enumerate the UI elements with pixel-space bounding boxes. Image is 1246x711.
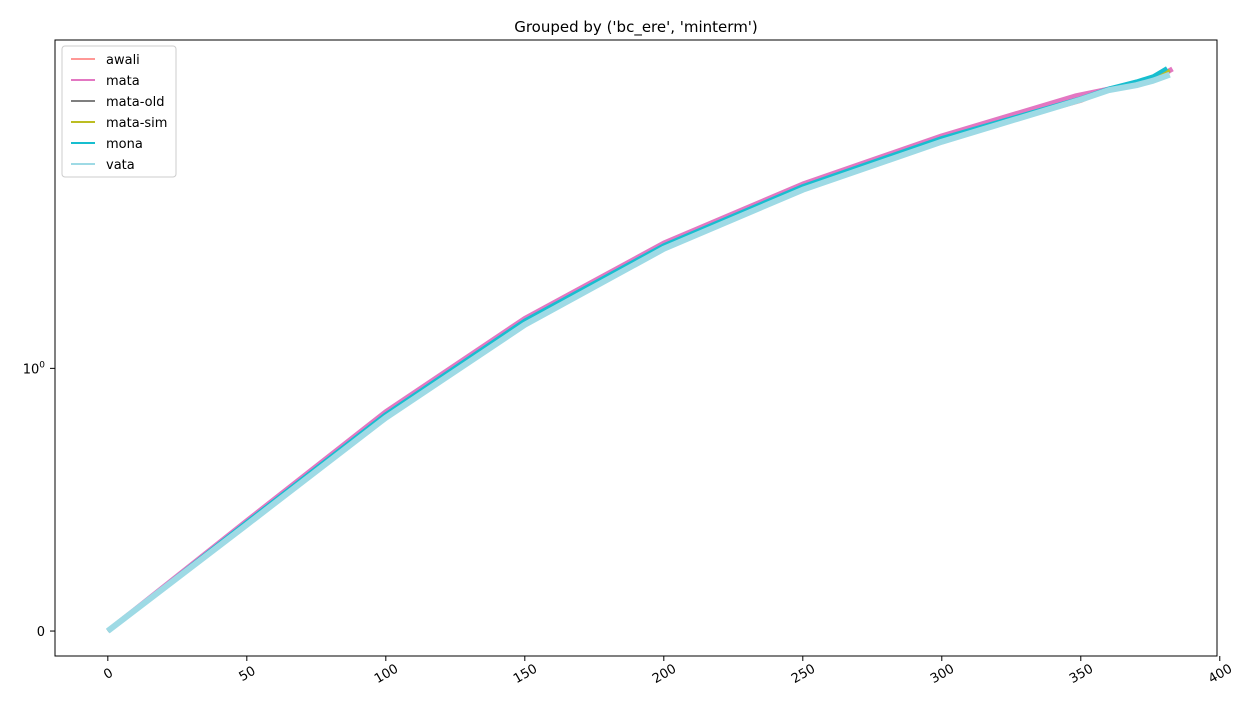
legend-box xyxy=(61,45,177,178)
y-tick-label: 0 xyxy=(37,625,45,640)
series-layer xyxy=(105,66,1174,634)
chart-title: Grouped by ('bc_ere', 'minterm') xyxy=(514,18,758,37)
legend-label-mata: mata xyxy=(106,74,140,89)
x-tick-label: 350 xyxy=(1067,662,1096,687)
x-tick-label: 250 xyxy=(789,662,818,687)
legend-label-mata-old: mata-old xyxy=(106,95,164,110)
y-tick-label: 100 xyxy=(23,360,46,377)
legend-label-mata-sim: mata-sim xyxy=(106,116,167,131)
plot-frame xyxy=(54,39,1218,657)
series-line-vata xyxy=(105,71,1171,634)
x-tick-label: 0 xyxy=(101,666,116,683)
y-axis: 0 100 xyxy=(23,360,55,640)
series-line-mona xyxy=(106,66,1169,633)
series-line-mata-old xyxy=(107,70,1171,632)
x-axis: 0 50 100 150 200 250 300 350 400 xyxy=(101,656,1235,687)
x-tick-label: 50 xyxy=(237,664,259,685)
x-tick-label: 100 xyxy=(372,662,401,687)
x-tick-label: 300 xyxy=(928,662,957,687)
series-line-awali xyxy=(106,70,1171,633)
x-tick-label: 200 xyxy=(650,662,679,687)
series-line-mata xyxy=(106,66,1174,633)
legend-label-awali: awali xyxy=(106,53,140,68)
legend-label-vata: vata xyxy=(106,158,135,173)
x-tick-label: 150 xyxy=(511,662,540,687)
legend-label-mona: mona xyxy=(106,137,143,152)
series-line-mata-sim xyxy=(106,68,1171,633)
x-tick-label: 400 xyxy=(1206,662,1235,687)
legend: awali mata mata-old mata-sim mona vata xyxy=(61,45,177,178)
